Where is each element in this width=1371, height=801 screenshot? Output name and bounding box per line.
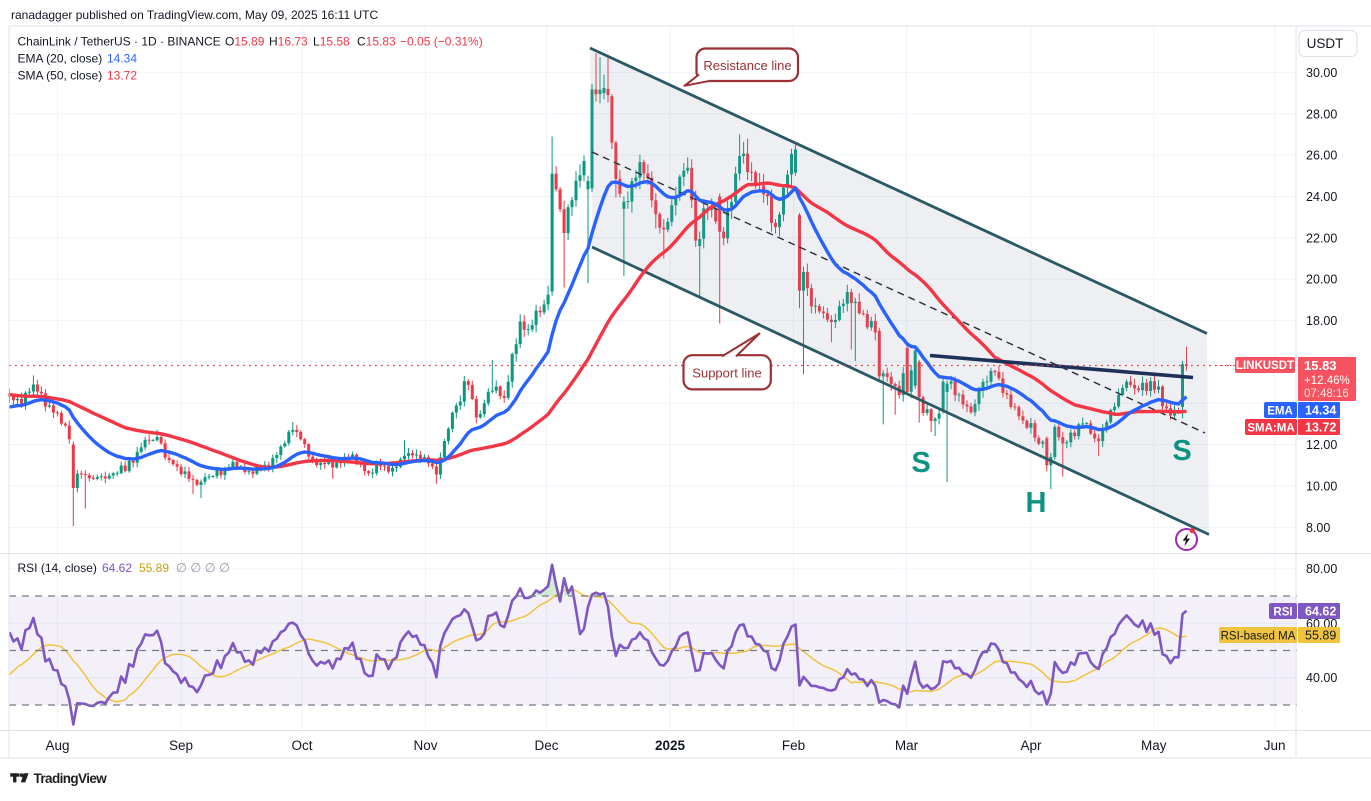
svg-text:S: S — [911, 447, 930, 479]
svg-text:−0.05 (−0.31%): −0.05 (−0.31%) — [400, 35, 483, 49]
svg-text:28.00: 28.00 — [1306, 107, 1337, 121]
svg-text:18.00: 18.00 — [1306, 314, 1337, 328]
svg-text:Support line: Support line — [692, 366, 761, 381]
svg-text:80.00: 80.00 — [1306, 562, 1337, 576]
svg-text:Oct: Oct — [291, 738, 312, 753]
svg-text:May: May — [1141, 738, 1167, 753]
svg-text:2025: 2025 — [655, 738, 686, 753]
svg-text:TradingView: TradingView — [34, 771, 108, 786]
svg-text:+12.46%: +12.46% — [1304, 375, 1350, 387]
svg-text:14.34: 14.34 — [1305, 404, 1336, 418]
svg-text:30.00: 30.00 — [1306, 66, 1337, 80]
svg-text:SMA:MA: SMA:MA — [1247, 423, 1294, 435]
svg-text:Mar: Mar — [895, 738, 919, 753]
svg-text:RSI-based MA: RSI-based MA — [1221, 631, 1296, 643]
svg-text:Sep: Sep — [169, 738, 193, 753]
svg-text:Nov: Nov — [413, 738, 437, 753]
svg-text:13.72: 13.72 — [107, 69, 137, 83]
svg-text:26.00: 26.00 — [1306, 149, 1337, 163]
svg-text:8.00: 8.00 — [1306, 521, 1330, 535]
svg-text:L15.58: L15.58 — [313, 35, 350, 49]
svg-text:07:48:16: 07:48:16 — [1304, 388, 1349, 400]
svg-text:ChainLink / TetherUS · 1D · BI: ChainLink / TetherUS · 1D · BINANCE — [18, 35, 221, 49]
svg-text:H: H — [1026, 487, 1047, 519]
svg-text:24.00: 24.00 — [1306, 190, 1337, 204]
svg-text:40.00: 40.00 — [1306, 671, 1337, 685]
svg-text:Resistance line: Resistance line — [703, 58, 791, 73]
svg-text:SMA (50, close): SMA (50, close) — [18, 69, 103, 83]
svg-text:Jun: Jun — [1264, 738, 1286, 753]
svg-text:10.00: 10.00 — [1306, 480, 1337, 494]
svg-text:55.89: 55.89 — [1305, 629, 1336, 643]
svg-text:12.00: 12.00 — [1306, 438, 1337, 452]
svg-text:∅ ∅ ∅ ∅: ∅ ∅ ∅ ∅ — [176, 561, 230, 575]
svg-text:EMA: EMA — [1267, 406, 1293, 418]
svg-text:LINKUSDT: LINKUSDT — [1236, 360, 1294, 372]
svg-text:H16.73: H16.73 — [269, 35, 308, 49]
svg-text:RSI (14, close): RSI (14, close) — [18, 561, 97, 575]
svg-text:C15.83: C15.83 — [357, 35, 396, 49]
svg-text:20.00: 20.00 — [1306, 273, 1337, 287]
svg-text:S: S — [1172, 435, 1191, 467]
svg-text:55.89: 55.89 — [139, 561, 169, 575]
svg-text:15.83: 15.83 — [1304, 358, 1337, 373]
svg-text:22.00: 22.00 — [1306, 231, 1337, 245]
svg-text:14.34: 14.34 — [107, 52, 137, 66]
svg-text:Aug: Aug — [45, 738, 69, 753]
svg-text:64.62: 64.62 — [1305, 605, 1336, 619]
svg-text:USDT: USDT — [1307, 36, 1344, 51]
svg-text:ranadagger published on Tradin: ranadagger published on TradingView.com,… — [11, 8, 378, 22]
svg-text:O15.89: O15.89 — [225, 35, 265, 49]
svg-text:Feb: Feb — [782, 738, 805, 753]
svg-text:Apr: Apr — [1020, 738, 1042, 753]
svg-text:64.62: 64.62 — [102, 561, 132, 575]
svg-text:RSI: RSI — [1273, 607, 1292, 619]
svg-text:EMA (20, close): EMA (20, close) — [18, 52, 103, 66]
svg-text:13.72: 13.72 — [1305, 421, 1336, 435]
svg-text:Dec: Dec — [534, 738, 558, 753]
